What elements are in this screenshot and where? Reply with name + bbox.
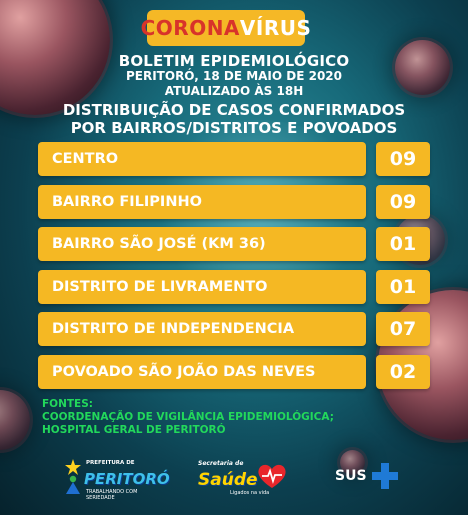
title-virus: VÍRUS bbox=[239, 16, 312, 40]
location-name: BAIRRO SÃO JOSÉ (KM 36) bbox=[38, 227, 366, 261]
section-title-line2: POR BAIRROS/DISTRITOS E POVOADOS bbox=[70, 119, 398, 137]
bulletin-date: PERITORÓ, 18 DE MAIO DE 2020 bbox=[125, 69, 343, 83]
cross-icon bbox=[372, 463, 398, 489]
saude-logo-name: Saúde bbox=[198, 470, 258, 490]
location-name: DISTRITO DE LIVRAMENTO bbox=[38, 269, 366, 304]
virus-illustration-bottom-small bbox=[340, 450, 365, 475]
case-count: 01 bbox=[376, 269, 430, 304]
bulletin-title: BOLETIM EPIDEMIOLÓGICO bbox=[118, 52, 350, 70]
list-item: CENTRO 09 bbox=[38, 142, 432, 176]
list-item: DISTRITO DE INDEPENDENCIA 07 bbox=[38, 312, 432, 346]
saude-logo: Secretaria de Saúde Ligados na vida bbox=[190, 456, 290, 500]
peritoro-logo-tagline: TRABALHANDO COM SERIEDADE bbox=[86, 489, 138, 501]
list-item: BAIRRO SÃO JOSÉ (KM 36) 01 bbox=[38, 227, 432, 261]
virus-illustration-top-right bbox=[395, 40, 450, 95]
case-count: 09 bbox=[376, 142, 430, 176]
section-title-line1: DISTRIBUIÇÃO DE CASOS CONFIRMADOS bbox=[62, 101, 406, 119]
heart-icon bbox=[258, 464, 286, 488]
saude-logo-top: Secretaria de bbox=[198, 460, 244, 467]
list-item: DISTRITO DE LIVRAMENTO 01 bbox=[38, 269, 432, 304]
sus-logo: SUS bbox=[335, 462, 415, 492]
sources-label: FONTES: bbox=[42, 398, 93, 410]
person-star-icon bbox=[65, 459, 81, 494]
location-name: DISTRITO DE INDEPENDENCIA bbox=[38, 312, 366, 346]
virus-illustration-bottom-left bbox=[0, 390, 30, 450]
cases-list: CENTRO 09 BAIRRO FILIPINHO 09 BAIRRO SÃO… bbox=[38, 142, 432, 397]
bulletin-updated: ATUALIZADO ÀS 18h bbox=[164, 84, 304, 98]
saude-logo-tagline: Ligados na vida bbox=[230, 490, 270, 496]
source-line: COORDENAÇÃO DE VIGILÂNCIA EPIDEMIOLÓGICA… bbox=[42, 411, 334, 423]
location-name: BAIRRO FILIPINHO bbox=[38, 184, 366, 219]
title-badge: CORONA VÍRUS bbox=[141, 10, 311, 46]
case-count: 09 bbox=[376, 184, 430, 219]
peritoro-logo-top: PREFEITURA DE bbox=[86, 460, 135, 466]
footer-logos: PREFEITURA DE PERITORÓ TRABALHANDO COM S… bbox=[0, 450, 468, 515]
location-name: CENTRO bbox=[38, 142, 366, 176]
source-line: HOSPITAL GERAL DE PERITORÓ bbox=[42, 424, 226, 436]
list-item: BAIRRO FILIPINHO 09 bbox=[38, 184, 432, 219]
peritoro-logo-name: PERITORÓ bbox=[84, 470, 170, 488]
case-count: 07 bbox=[376, 312, 430, 346]
location-name: POVOADO SÃO JOÃO DAS NEVES bbox=[38, 354, 366, 389]
list-item: POVOADO SÃO JOÃO DAS NEVES 02 bbox=[38, 354, 432, 389]
peritoro-logo: PREFEITURA DE PERITORÓ TRABALHANDO COM S… bbox=[62, 458, 170, 501]
sus-logo-name: SUS bbox=[335, 468, 367, 484]
case-count: 02 bbox=[376, 354, 430, 389]
title-corona: CORONA bbox=[140, 16, 240, 40]
case-count: 01 bbox=[376, 227, 430, 261]
sources: FONTES: COORDENAÇÃO DE VIGILÂNCIA EPIDEM… bbox=[42, 398, 334, 437]
